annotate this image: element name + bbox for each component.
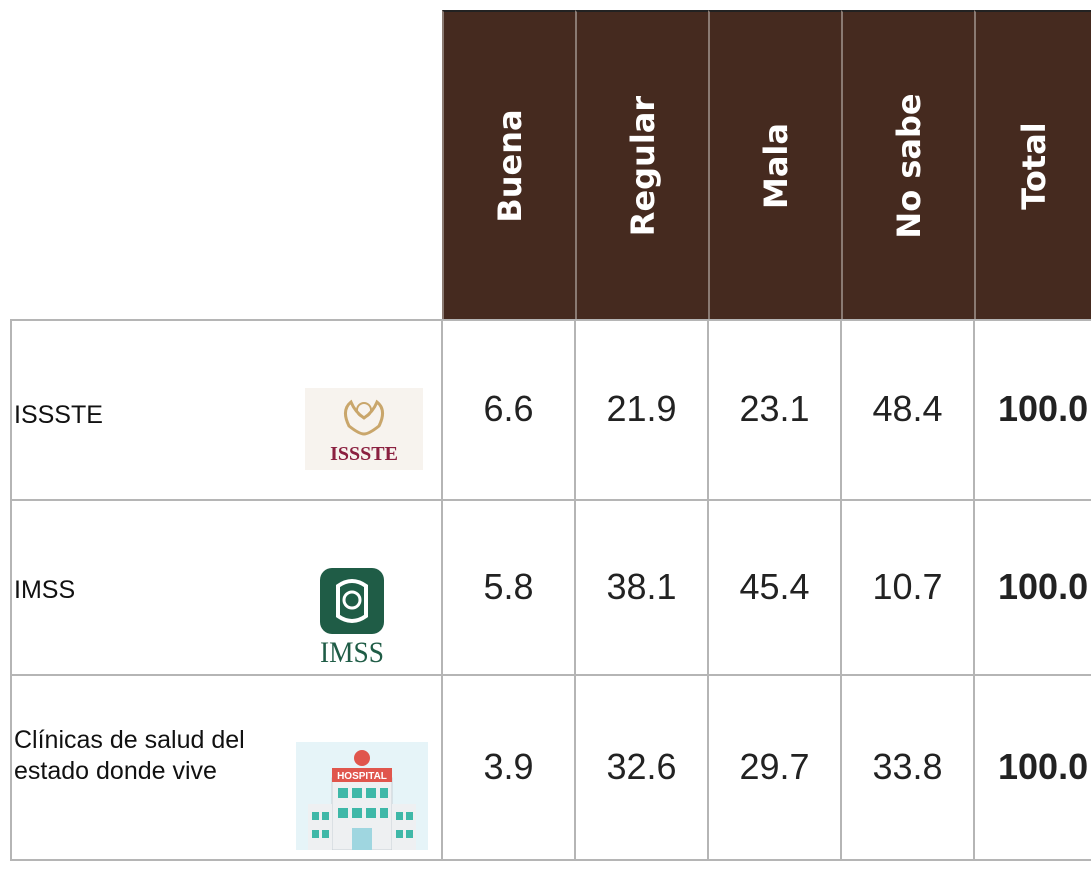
grid-line [840, 320, 842, 860]
total-cell: 100.0 [998, 565, 1089, 607]
grid-line [707, 320, 709, 860]
value-cell: 33.8 [872, 745, 943, 787]
total-cell: 100.0 [998, 745, 1089, 787]
value-cell: 21.9 [606, 388, 677, 429]
value-cell: 32.6 [606, 745, 677, 787]
value-cell: 38.1 [606, 565, 677, 607]
logo-text: ISSSTE [330, 443, 398, 465]
logo-text: IMSS [320, 636, 384, 666]
value-cell: 23.1 [739, 388, 810, 429]
value-cell: 10.7 [872, 565, 943, 607]
header-label: Buena [490, 109, 529, 223]
header-label: No sabe [889, 93, 928, 239]
header-label: Regular [623, 95, 662, 237]
value-cell: 3.9 [483, 745, 534, 787]
row-label: Clínicas de salud del estado donde vive [14, 726, 245, 785]
header-cell: Regular [575, 10, 708, 320]
grid-line [10, 499, 1091, 501]
row-label: ISSSTE [14, 401, 103, 429]
grid-line [973, 320, 975, 860]
total-cell: 100.0 [998, 388, 1089, 429]
value-cell: 29.7 [739, 745, 810, 787]
value-cell: 45.4 [739, 565, 810, 607]
row-label: IMSS [14, 576, 76, 604]
grid-line [441, 320, 443, 860]
issste-logo: ISSSTE [305, 388, 423, 470]
grid-line [10, 859, 1091, 861]
header-label: Total [1014, 122, 1053, 210]
value-cell: 5.8 [483, 565, 534, 607]
header-cell: Buena [442, 10, 575, 320]
header-cell: No sabe [841, 10, 974, 320]
header-label: Mala [756, 123, 795, 209]
header-cell: Total [974, 10, 1091, 320]
logo-text: HOSPITAL [337, 771, 387, 782]
header-cell: Mala [708, 10, 841, 320]
value-cell: 48.4 [872, 388, 943, 429]
grid-line [574, 320, 576, 860]
grid-line [10, 320, 12, 860]
grid-line [10, 674, 1091, 676]
hospital-logo: HOSPITAL [296, 742, 428, 850]
value-cell: 6.6 [483, 388, 534, 429]
grid-line [10, 319, 1091, 321]
imss-logo: IMSS [320, 568, 384, 666]
